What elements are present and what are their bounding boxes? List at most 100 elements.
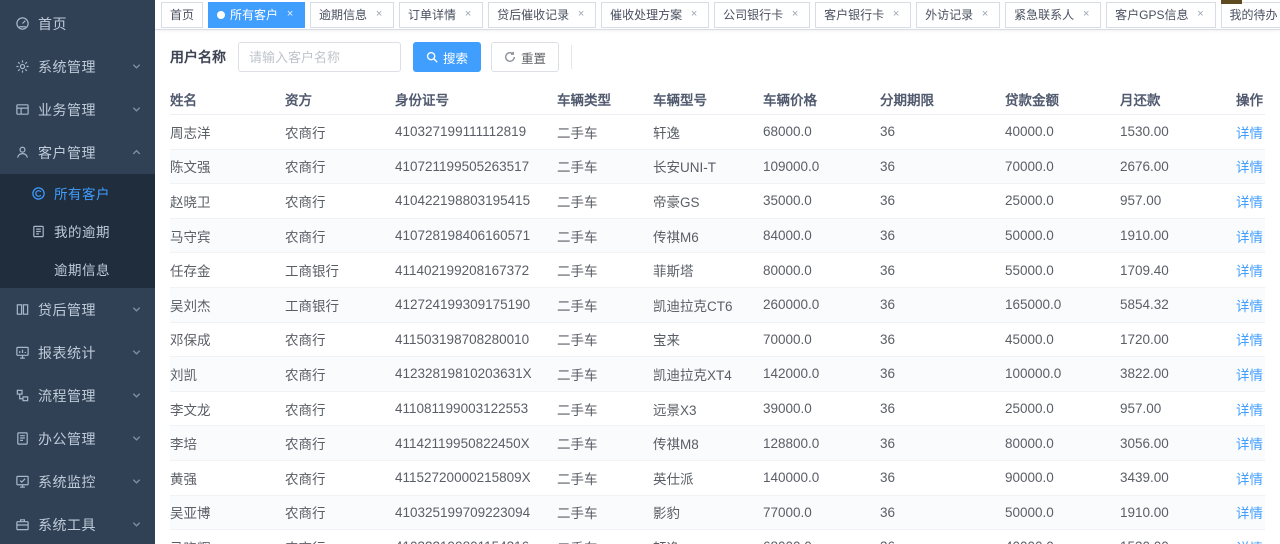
- detail-link[interactable]: 详情: [1236, 437, 1263, 453]
- search-icon: [426, 51, 438, 63]
- tab-我的待办[interactable]: 我的待办×: [1220, 1, 1280, 28]
- table-cell: 1530.00: [1120, 124, 1169, 140]
- sidebar-item-办公管理[interactable]: 办公管理: [0, 417, 155, 460]
- sidebar-item-报表统计[interactable]: 报表统计: [0, 331, 155, 374]
- table-cell: 36: [880, 124, 896, 140]
- detail-link[interactable]: 详情: [1236, 194, 1263, 210]
- table-cell: 41152720000215809X: [395, 470, 531, 486]
- table-cell: 2676.00: [1120, 158, 1169, 174]
- detail-link[interactable]: 详情: [1236, 333, 1263, 349]
- table-row: 马守宾 农商行 410728198406160571 二手车 传祺M6 84000.0 36…: [170, 218, 1265, 254]
- report-icon: [14, 345, 30, 361]
- table-cell: 菲斯塔: [653, 264, 694, 280]
- column-header-身份证号: 身份证号: [395, 93, 449, 108]
- tab-贷后催收记录[interactable]: 贷后催收记录 ×: [488, 1, 597, 28]
- search-input[interactable]: [238, 42, 401, 72]
- tab-紧急联系人[interactable]: 紧急联系人 ×: [1005, 1, 1102, 28]
- close-icon[interactable]: ×: [286, 8, 294, 20]
- table-cell: 李培: [170, 437, 197, 453]
- detail-link[interactable]: 详情: [1236, 471, 1263, 487]
- close-icon[interactable]: ×: [464, 8, 472, 20]
- column-header-车辆类型: 车辆类型: [557, 93, 611, 108]
- my-overdue-icon: [30, 223, 46, 239]
- table-cell: 3822.00: [1120, 366, 1169, 382]
- table-cell: 马晓辉: [170, 537, 285, 544]
- table-cell: 农商行: [285, 402, 326, 418]
- table-cell: 周志洋: [170, 125, 211, 141]
- detail-link[interactable]: 详情: [1236, 298, 1263, 314]
- sidebar-item-客户管理[interactable]: 客户管理: [0, 131, 155, 174]
- process-icon: [14, 388, 30, 404]
- sidebar-item-label: 首页: [38, 15, 67, 32]
- table-cell: 凯迪拉克XT4: [653, 367, 732, 383]
- table-cell: 36: [880, 401, 896, 417]
- sidebar-subitem-所有客户[interactable]: 所有客户: [0, 174, 155, 212]
- table-row: 吴亚博 农商行 410325199709223094 二手车 影豹 77000.0 36 50…: [170, 495, 1265, 531]
- sidebar-subitem-逾期信息[interactable]: 逾期信息: [0, 250, 155, 288]
- table-header-row: 姓名 资方 身份证号 车辆类型 车辆型号 车辆价格 分期期限 贷款金额 月还款 操作: [170, 84, 1265, 115]
- close-icon[interactable]: ×: [981, 8, 989, 20]
- sidebar-item-系统工具[interactable]: 系统工具: [0, 503, 155, 544]
- sidebar-item-label: 系统工具: [38, 516, 96, 533]
- table-cell: 农商行: [285, 333, 326, 349]
- table-row: 李培 农商行 41142119950822450X 二手车 传祺M8 128800.0 36…: [170, 426, 1265, 461]
- table-cell: 90000.0: [1005, 470, 1054, 486]
- detail-link[interactable]: 详情: [1236, 264, 1263, 280]
- table-cell: 英仕派: [653, 471, 694, 487]
- sidebar-item-首页[interactable]: 首页: [0, 2, 155, 45]
- reset-button[interactable]: 重置: [491, 42, 560, 72]
- close-icon[interactable]: ×: [375, 8, 383, 20]
- close-icon[interactable]: ×: [690, 8, 698, 20]
- tab-逾期信息[interactable]: 逾期信息 ×: [310, 1, 395, 28]
- table-cell: 二手车: [557, 537, 653, 544]
- close-icon[interactable]: ×: [791, 8, 799, 20]
- post-loan-icon: [14, 302, 30, 318]
- table-cell: 35000.0: [763, 193, 812, 209]
- detail-link[interactable]: 详情: [1236, 229, 1263, 245]
- close-icon[interactable]: ×: [577, 8, 585, 20]
- tab-订单详情[interactable]: 订单详情 ×: [399, 1, 484, 28]
- table-cell: 农商行: [285, 437, 326, 453]
- sidebar-subitem-我的逾期[interactable]: 我的逾期: [0, 212, 155, 250]
- table-cell: 142000.0: [763, 366, 820, 382]
- tab-首页[interactable]: 首页: [161, 1, 204, 28]
- table-cell: 410325199709223094: [395, 504, 531, 520]
- tab-所有客户[interactable]: 所有客户 ×: [208, 1, 306, 28]
- sidebar-item-系统监控[interactable]: 系统监控: [0, 460, 155, 503]
- close-icon[interactable]: ×: [892, 8, 900, 20]
- tab-客户GPS信息[interactable]: 客户GPS信息 ×: [1106, 1, 1216, 28]
- chevron-down-icon: [131, 347, 143, 359]
- detail-link[interactable]: 详情: [1236, 402, 1263, 418]
- detail-link[interactable]: 详情: [1236, 160, 1263, 176]
- detail-link[interactable]: 详情: [1236, 125, 1263, 141]
- table-cell: 3056.00: [1120, 435, 1169, 451]
- detail-link[interactable]: 详情: [1236, 541, 1263, 544]
- tab-客户银行卡[interactable]: 客户银行卡 ×: [815, 1, 912, 28]
- table-cell: 68000.0: [763, 539, 880, 544]
- table-cell: 36: [880, 158, 896, 174]
- sidebar-item-系统管理[interactable]: 系统管理: [0, 45, 155, 88]
- table-cell-actions: 详情: [1235, 295, 1265, 315]
- table-cell: 工商银行: [285, 264, 339, 280]
- table-cell: 轩逸: [653, 537, 763, 544]
- all-customers-icon: [30, 185, 46, 201]
- table-cell: 二手车: [557, 402, 598, 418]
- detail-link[interactable]: 详情: [1236, 506, 1263, 522]
- detail-link[interactable]: 详情: [1236, 367, 1263, 383]
- tab-外访记录[interactable]: 外访记录 ×: [916, 1, 1001, 28]
- close-icon[interactable]: ×: [1082, 8, 1090, 20]
- search-button[interactable]: 搜索: [413, 42, 482, 72]
- tab-催收处理方案[interactable]: 催收处理方案 ×: [601, 1, 710, 28]
- toolbar-divider: [571, 45, 573, 69]
- tab-公司银行卡[interactable]: 公司银行卡 ×: [714, 1, 811, 28]
- sidebar-menu: 首页系统管理 业务管理 客户管理 所有客户 我的逾期 逾期信息 贷后管理 报表统计 流程管理 办公…: [0, 0, 155, 544]
- sidebar-item-流程管理[interactable]: 流程管理: [0, 374, 155, 417]
- sidebar-item-业务管理[interactable]: 业务管理: [0, 88, 155, 131]
- table-row: 黄强 农商行 41152720000215809X 二手车 英仕派 140000.0 36 9…: [170, 461, 1265, 496]
- column-header-车辆型号: 车辆型号: [653, 93, 707, 108]
- table-cell-actions: 详情: [1235, 191, 1265, 211]
- close-icon[interactable]: ×: [1197, 8, 1204, 20]
- chevron-down-icon: [131, 104, 143, 116]
- sidebar-item-贷后管理[interactable]: 贷后管理: [0, 288, 155, 331]
